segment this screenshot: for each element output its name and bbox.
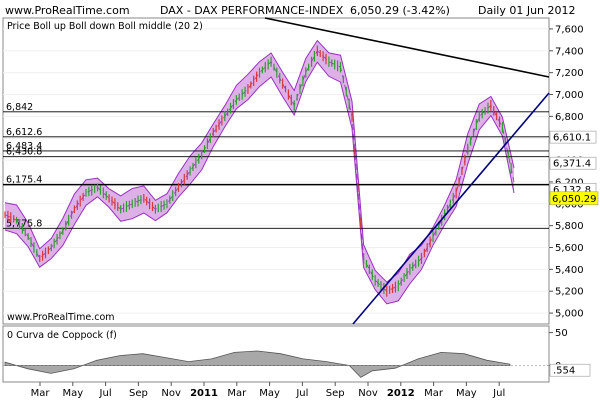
instrument-title: DAX - DAX PERFORMANCE-INDEX: [160, 4, 344, 17]
period-date: Daily 01 Jun 2012: [478, 4, 576, 17]
resistance-trendline: [264, 17, 550, 78]
price-label-box: [549, 130, 597, 144]
oscillator-last-box: [549, 363, 591, 377]
price-tick-label: 7,000: [555, 90, 584, 101]
last-price-label: 6,050.29: [552, 194, 597, 205]
coppock-area: [3, 350, 549, 378]
oscillator-last-value: .554: [553, 366, 575, 377]
date-tick-label: Sep: [326, 388, 345, 399]
date-tick-label: Mar: [227, 388, 247, 399]
level-label: 6,483.4: [6, 141, 42, 152]
date-tick-label: May: [62, 388, 83, 399]
date-tick-label: Jul: [295, 388, 308, 399]
price-tick-label: 5,400: [555, 265, 584, 276]
watermark: www.ProRealTime.com: [7, 312, 115, 323]
date-tick-label: Nov: [161, 388, 181, 399]
price-label: 6,610.1: [553, 133, 591, 144]
level-label: 6,612.6: [6, 127, 42, 138]
price-label: 6,371.4: [553, 159, 591, 170]
price-tick-label: 5,600: [555, 243, 584, 254]
last-price-box: [549, 191, 599, 206]
date-tick-label: Sep: [129, 388, 148, 399]
date-x-axis: Mar May Jul Sep Nov 2011 Mar May Jul Sep Nov 2012 Ma…: [31, 382, 505, 399]
oscillator-y-axis: 500.554: [549, 328, 591, 377]
price-tick-label: 5,000: [555, 309, 584, 320]
date-tick-label: May: [456, 388, 477, 399]
level-label: 6,842: [6, 102, 33, 113]
price-tick-label: 5,800: [555, 221, 584, 232]
price-label-box: [549, 156, 597, 170]
horizontal-levels: 6,842 6,612.6 6,483.46,430.8 6,175.4 5,775.8: [3, 102, 549, 229]
candles: [4, 45, 512, 297]
oscillator-tick-label: 50: [555, 328, 568, 339]
support-trendline: [352, 92, 550, 325]
date-tick-label: Jul: [492, 388, 505, 399]
oscillator-title: 0 Curva de Coppock (f): [7, 330, 117, 341]
price-tick-label: 7,400: [555, 46, 584, 57]
price-tick-label: 6,200: [555, 177, 584, 188]
date-tick-label: Mar: [31, 388, 51, 399]
level-label: 6,175.4: [6, 175, 42, 186]
price-tick-label: 7,200: [555, 68, 584, 79]
price-tick-label: 5,200: [555, 287, 584, 298]
coppock-area-fill: [4, 350, 511, 378]
trendlines: [264, 17, 550, 325]
band-lower-line: [4, 61, 515, 305]
date-tick-label: Jul: [99, 388, 112, 399]
price-tick-label: 7,600: [555, 24, 584, 35]
level-label: 5,775.8: [6, 218, 42, 229]
date-tick-label: 2011: [190, 388, 218, 399]
band-middle-line: [4, 50, 515, 292]
last-quote: 6,050.29 (-3.42%): [350, 4, 450, 17]
date-tick-label: May: [259, 388, 280, 399]
price-labels: 6,610.1 6,371.4 6,132.86,050.29: [549, 130, 599, 206]
price-label: 6,132.8: [553, 185, 591, 196]
date-tick-label: Nov: [358, 388, 378, 399]
price-tick-label: 6,800: [555, 112, 584, 123]
date-tick-label: Mar: [424, 388, 444, 399]
price-grid: [3, 28, 549, 314]
date-tick-label: 2012: [387, 388, 415, 399]
site-name: www.ProRealTime.com: [5, 4, 130, 17]
level-label: 6,430.8: [6, 147, 42, 158]
price-panel-subtitle: Price Boll up Boll down Boll middle (20 …: [7, 21, 203, 32]
